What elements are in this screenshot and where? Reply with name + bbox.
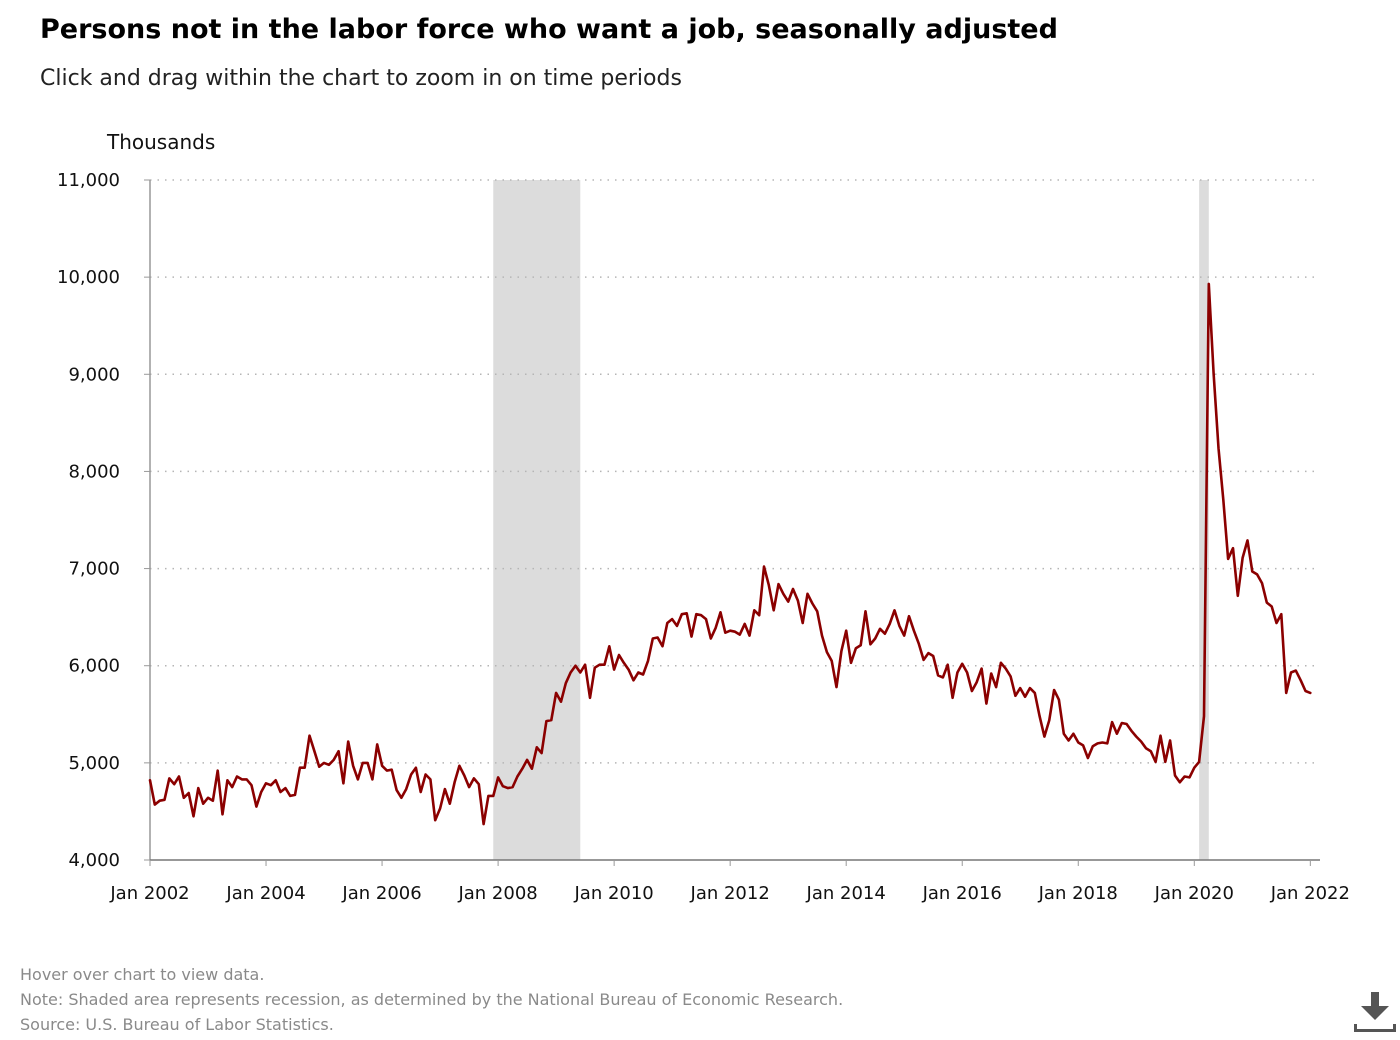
y-tick-label-5000: 5,000 [68,753,120,774]
y-axis-label: Thousands [106,130,215,154]
source-note: Source: U.S. Bureau of Labor Statistics. [20,1015,334,1034]
line-chart[interactable]: Thousands 4,000 5,000 6,000 7,000 8,000 9,000… [0,0,1400,930]
y-tick-label-8000: 8,000 [68,461,120,482]
chart-title: Persons not in the labor force who want … [40,14,1058,45]
hover-note: Hover over chart to view data. [20,965,265,984]
recession-note: Note: Shaded area represents recession, … [20,990,844,1009]
y-tick-label-9000: 9,000 [68,364,120,385]
x-tick-label: Jan 2010 [573,883,653,904]
x-tick-label: Jan 2016 [922,883,1002,904]
y-tick-label-6000: 6,000 [68,656,120,677]
x-tick-label: Jan 2022 [1270,883,1350,904]
y-tick-label-11000: 11,000 [57,170,120,191]
chart-subtitle: Click and drag within the chart to zoom … [40,66,682,91]
recession-band-1 [1199,180,1209,860]
y-tick-label-10000: 10,000 [57,267,120,288]
axes [149,180,1320,861]
x-tick-label: Jan 2004 [225,883,305,904]
x-tick-label: Jan 2014 [806,883,886,904]
series[interactable] [148,282,1312,826]
x-tick-label: Jan 2008 [457,883,537,904]
recession-band-0 [493,180,581,860]
y-ticks: 4,000 5,000 6,000 7,000 8,000 9,000 10,000 11,0… [57,170,150,871]
recession-shading [493,180,1209,860]
x-ticks: Jan 2002 Jan 2004 Jan 2006 Jan 2008 Jan 2010… [109,860,1350,904]
y-tick-label-7000: 7,000 [68,559,120,580]
chart-notes: Hover over chart to view data. Note: Sha… [20,962,843,1037]
gridlines [150,179,1320,764]
x-tick-label: Jan 2012 [690,883,770,904]
y-tick-label-4000: 4,000 [68,850,120,871]
x-tick-label: Jan 2018 [1038,883,1118,904]
download-icon[interactable] [1350,990,1396,1036]
series-line-0[interactable] [148,282,1312,826]
download-arrow-icon [1354,992,1396,1032]
x-tick-label: Jan 2020 [1154,883,1234,904]
x-tick-label: Jan 2002 [109,883,189,904]
x-tick-label: Jan 2006 [341,883,421,904]
